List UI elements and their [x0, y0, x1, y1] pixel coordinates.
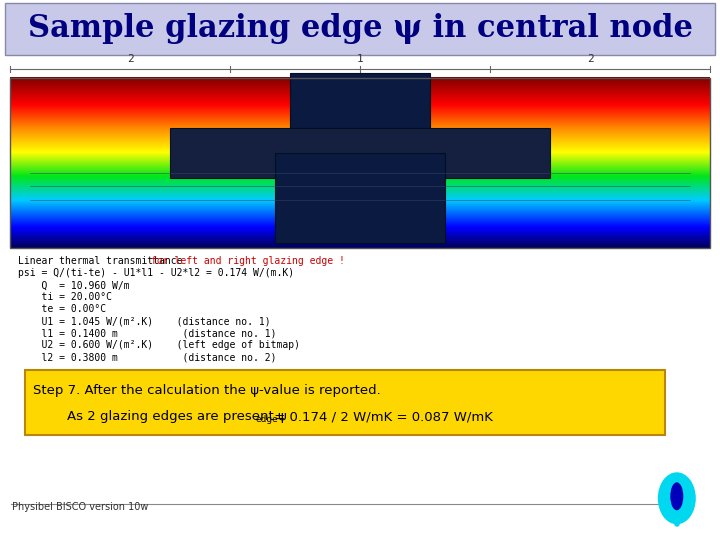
- Ellipse shape: [658, 472, 696, 524]
- Text: for left and right glazing edge !: for left and right glazing edge !: [151, 256, 345, 266]
- Text: = 0.174 / 2 W/mK = 0.087 W/mK: = 0.174 / 2 W/mK = 0.087 W/mK: [270, 410, 493, 423]
- Text: U2 = 0.600 W/(m².K)    (left edge of bitmap): U2 = 0.600 W/(m².K) (left edge of bitmap…: [18, 340, 300, 350]
- Text: ti = 20.00°C: ti = 20.00°C: [18, 292, 112, 302]
- Bar: [5, 3, 715, 55]
- Text: 2: 2: [127, 53, 133, 64]
- Text: 1: 1: [356, 53, 364, 64]
- Text: U1 = 1.045 W/(m².K)    (distance no. 1): U1 = 1.045 W/(m².K) (distance no. 1): [18, 316, 271, 326]
- Ellipse shape: [670, 482, 683, 510]
- Text: Linear thermal transmittance: Linear thermal transmittance: [18, 256, 200, 266]
- Bar: [10, 78, 710, 248]
- Text: Sample glazing edge ψ in central node: Sample glazing edge ψ in central node: [27, 13, 693, 44]
- Bar: [290, 73, 430, 153]
- Text: psi = Q/(ti-te) - U1*l1 - U2*l2 = 0.174 W/(m.K): psi = Q/(ti-te) - U1*l1 - U2*l2 = 0.174 …: [18, 268, 294, 279]
- Text: l1 = 0.1400 m           (distance no. 1): l1 = 0.1400 m (distance no. 1): [18, 328, 276, 339]
- Text: 2: 2: [587, 53, 593, 64]
- Text: Step 7. After the calculation the ψ-value is reported.: Step 7. After the calculation the ψ-valu…: [33, 384, 381, 397]
- Text: Physibel BISCO version 10w: Physibel BISCO version 10w: [12, 502, 148, 512]
- Text: te = 0.00°C: te = 0.00°C: [18, 305, 106, 314]
- Text: As 2 glazing edges are present ψ: As 2 glazing edges are present ψ: [33, 410, 287, 423]
- Bar: [275, 153, 445, 244]
- Text: Q  = 10.960 W/m: Q = 10.960 W/m: [18, 280, 130, 291]
- Bar: [170, 129, 550, 178]
- Bar: [25, 370, 665, 435]
- Text: edge: edge: [255, 415, 278, 423]
- Text: l2 = 0.3800 m           (distance no. 2): l2 = 0.3800 m (distance no. 2): [18, 353, 276, 362]
